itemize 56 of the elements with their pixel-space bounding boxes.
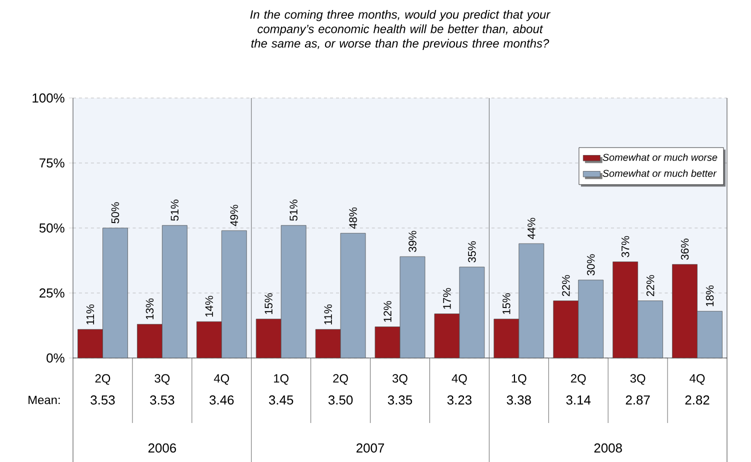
text: 2008 (594, 443, 622, 453)
data-label: 11% (86, 304, 94, 324)
data-label: 13% (146, 298, 154, 320)
data-label: 22% (562, 275, 570, 296)
y-tick-label: 50% (39, 223, 64, 233)
text: 2.82 (685, 395, 710, 405)
x-tick-label: 2Q (570, 374, 586, 385)
x-tick-label: 4Q (214, 374, 230, 385)
text: 3.45 (268, 395, 294, 405)
data-label: 12% (384, 301, 392, 322)
data-label: 51% (170, 200, 179, 221)
legend-label: Somewhat or much better (602, 170, 717, 177)
text: 3.50 (328, 395, 353, 405)
x-tick-label: 4Q (452, 374, 467, 385)
text: Mean: (28, 396, 60, 404)
legend-label: Somewhat or much worse (602, 154, 718, 161)
chart-title: In the coming three months, would you predict that your company’s economic health will be better than, about the same as, or worse than the previous three months? (250, 10, 551, 50)
text: 3.35 (388, 395, 412, 405)
x-tick-label: 1Q (512, 374, 526, 385)
data-label: 48% (349, 207, 357, 229)
text: 3.38 (506, 395, 531, 405)
data-label: 22% (646, 275, 654, 296)
y-tick-label: 75% (40, 158, 64, 168)
data-label: 15% (264, 293, 272, 314)
text: 3.14 (566, 395, 591, 405)
data-label: 15% (502, 293, 510, 314)
data-label: 51% (290, 200, 298, 221)
text: 2006 (148, 443, 176, 453)
data-label: 36% (680, 238, 689, 260)
text: 2007 (356, 443, 384, 453)
data-label: 11% (324, 304, 332, 324)
y-tick-label: 0% (46, 353, 64, 363)
y-tick-label: 25% (40, 288, 64, 298)
data-label: 14% (205, 296, 213, 317)
data-label: 44% (528, 218, 536, 240)
text: 3.46 (210, 395, 234, 405)
data-label: 18% (706, 285, 714, 306)
x-tick-label: 3Q (392, 374, 408, 385)
x-tick-label: 3Q (630, 374, 646, 385)
text: 2.87 (626, 395, 650, 405)
data-label: 30% (586, 254, 595, 276)
data-label: 49% (230, 204, 238, 226)
x-tick-label: 4Q (690, 374, 705, 385)
data-label: 35% (468, 241, 476, 262)
text: 3.23 (447, 395, 472, 405)
x-tick-label: 3Q (154, 374, 170, 385)
y-tick-label: 100% (32, 93, 64, 103)
x-tick-label: 1Q (274, 374, 288, 385)
x-tick-label: 2Q (95, 374, 110, 385)
data-label: 37% (621, 236, 630, 258)
x-tick-label: 2Q (333, 374, 348, 385)
data-label: 50% (111, 202, 120, 224)
text: 3.53 (150, 395, 174, 405)
text: 3.53 (90, 395, 115, 405)
data-label: 17% (443, 288, 451, 309)
data-label: 39% (408, 230, 416, 252)
